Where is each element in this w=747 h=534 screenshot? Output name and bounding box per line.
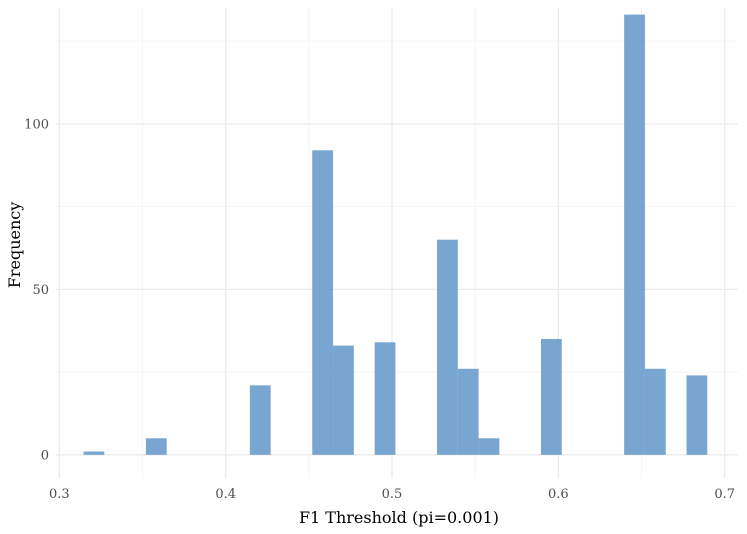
histogram-bar <box>457 368 479 455</box>
x-tick-label: 0.5 <box>382 487 403 502</box>
x-axis-title: F1 Threshold (pi=0.001) <box>299 508 499 527</box>
histogram-bar <box>624 14 645 455</box>
y-axis-title: Frequency <box>5 202 24 289</box>
histogram-bar <box>145 438 167 455</box>
y-tick-label: 100 <box>24 117 49 132</box>
histogram-bars <box>83 14 708 455</box>
histogram-bar <box>83 451 105 455</box>
histogram-bar <box>644 368 666 455</box>
x-tick-label: 0.4 <box>215 487 236 502</box>
histogram-bar <box>686 375 708 455</box>
histogram-bar <box>312 150 334 455</box>
histogram-bar <box>374 342 396 455</box>
histogram-bar <box>478 438 500 455</box>
y-axis-ticks: 0 50 100 <box>24 117 49 463</box>
y-tick-label: 0 <box>41 448 49 463</box>
histogram-bar <box>333 345 354 455</box>
x-axis-ticks: 0.3 0.4 0.5 0.6 0.7 <box>49 487 735 502</box>
x-tick-label: 0.3 <box>49 487 70 502</box>
histogram-bar <box>437 239 458 455</box>
x-tick-label: 0.7 <box>714 487 735 502</box>
histogram-bar <box>249 385 271 455</box>
y-tick-label: 50 <box>32 283 49 298</box>
histogram-bar <box>540 338 562 455</box>
x-tick-label: 0.6 <box>548 487 569 502</box>
